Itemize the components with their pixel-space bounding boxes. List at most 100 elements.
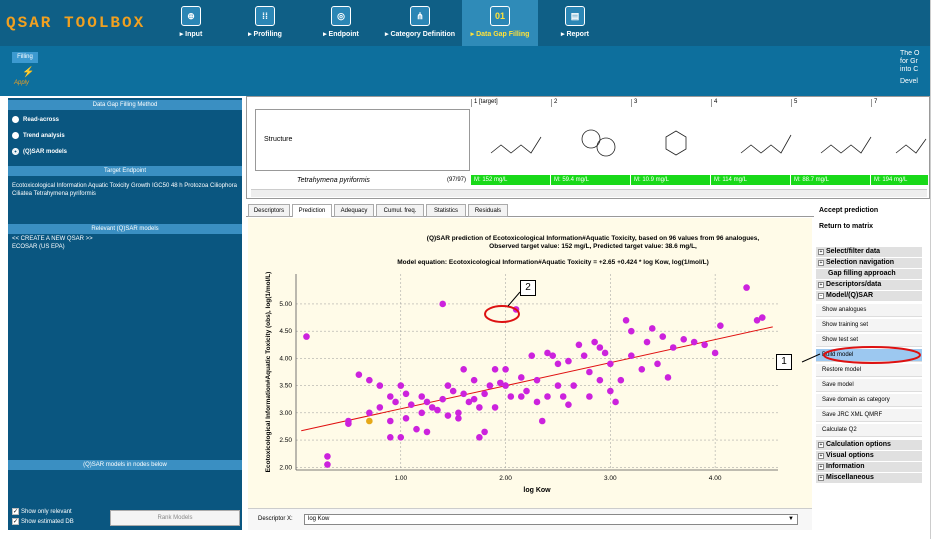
data-point: [517, 393, 525, 400]
structure-3: [665, 130, 687, 156]
nav-input[interactable]: ⊕ ▸ Input: [154, 0, 228, 46]
nav-profiling[interactable]: ⁞⁞ ▸ Profiling: [228, 0, 302, 46]
section-calculation-options[interactable]: + Calculation options: [816, 440, 922, 450]
data-point: [345, 420, 352, 428]
section-descriptors-data[interactable]: + Descriptors/data: [816, 280, 922, 290]
nav-endpoint[interactable]: ◎ ▸ Endpoint: [304, 0, 378, 46]
descriptor-bar: Descriptor X: log Kow ▼: [248, 508, 812, 530]
method-qsar-models[interactable]: (Q)SAR models: [12, 148, 67, 155]
show-analogues-button[interactable]: Show analogues: [816, 304, 922, 317]
y-tick-label: 3.50: [279, 383, 292, 390]
col-header[interactable]: 3: [631, 99, 711, 107]
section-visual-options[interactable]: + Visual options: [816, 451, 922, 461]
data-point: [596, 344, 604, 351]
data-point: [690, 338, 698, 346]
accept-prediction[interactable]: Accept prediction: [819, 207, 879, 214]
tab-cumul-freq[interactable]: Cumul. freq.: [376, 204, 424, 217]
save-model-button[interactable]: Save model: [816, 379, 922, 392]
descriptor-select[interactable]: log Kow ▼: [304, 514, 798, 525]
minus-icon[interactable]: −: [818, 293, 824, 299]
method-read-across[interactable]: Read-across: [12, 116, 59, 123]
plus-icon[interactable]: +: [818, 464, 824, 470]
action-bar: Filling ⚡ Apply The O for Gr into C Deve…: [0, 46, 930, 96]
radio-icon[interactable]: [12, 116, 19, 123]
tab-prediction[interactable]: Prediction: [292, 204, 332, 217]
radio-selected-icon[interactable]: [12, 148, 19, 155]
data-point: [612, 398, 619, 406]
checkbox-checked-icon[interactable]: ✓: [12, 518, 19, 525]
data-point: [418, 409, 426, 417]
col-header[interactable]: 1 [target]: [471, 99, 551, 107]
save-qmrf-button[interactable]: Save JRC XML QMRF: [816, 409, 922, 422]
section-selection-navigation[interactable]: + Selection navigation: [816, 258, 922, 268]
rank-models-button[interactable]: Rank Models: [110, 510, 240, 526]
show-only-relevant[interactable]: ✓ Show only relevant: [12, 508, 72, 516]
model-create-new[interactable]: << CREATE A NEW QSAR >>: [12, 236, 93, 242]
section-select-filter[interactable]: + Select/filter data: [816, 247, 922, 257]
data-point: [455, 409, 462, 417]
plus-icon[interactable]: +: [818, 249, 824, 255]
x-tick-label: 1.00: [394, 475, 407, 482]
plot-title-1: (Q)SAR prediction of Ecotoxicological In…: [427, 235, 760, 242]
tab-adequacy[interactable]: Adequacy: [334, 204, 374, 217]
plus-icon[interactable]: +: [818, 442, 824, 448]
matrix-cell[interactable]: M: 152 mg/L: [471, 175, 551, 185]
data-point: [444, 382, 452, 389]
section-information[interactable]: + Information: [816, 462, 922, 472]
category-icon: ⋔: [410, 6, 430, 26]
plus-icon[interactable]: +: [818, 453, 824, 459]
nav-data-gap-filling[interactable]: 01 ▸ Data Gap Filling: [462, 0, 538, 46]
build-model-button[interactable]: Build model: [816, 349, 922, 362]
data-point: [366, 376, 373, 384]
target-point: [366, 417, 373, 425]
col-header[interactable]: 2: [551, 99, 631, 107]
taxon-count: (97/97): [447, 177, 467, 183]
section-miscellaneous[interactable]: + Miscellaneous: [816, 473, 922, 483]
data-point: [392, 398, 399, 406]
matrix-cell[interactable]: M: 88.7 mg/L: [791, 175, 871, 185]
apply-label[interactable]: Apply: [14, 80, 30, 86]
matrix-cell[interactable]: M: 194 mg/L: [871, 175, 929, 185]
y-tick-label: 2.00: [279, 464, 292, 471]
gap-filling-approach[interactable]: Gap filling approach: [816, 269, 922, 279]
data-point: [502, 382, 509, 389]
section-model-qsar[interactable]: − Model/(Q)SAR: [816, 291, 922, 301]
checkbox-checked-icon[interactable]: ✓: [12, 508, 19, 515]
filling-tab[interactable]: Filling: [12, 52, 38, 63]
window-edge: [930, 0, 942, 539]
col-header[interactable]: 7: [871, 99, 929, 107]
nav-category-definition[interactable]: ⋔ ▸ Category Definition: [378, 0, 462, 46]
plus-icon[interactable]: +: [818, 475, 824, 481]
model-ecosar[interactable]: ECOSAR (US EPA): [12, 244, 65, 250]
tab-residuals[interactable]: Residuals: [468, 204, 508, 217]
apply-icon[interactable]: ⚡: [22, 67, 35, 78]
save-domain-button[interactable]: Save domain as category: [816, 394, 922, 407]
matrix-cell[interactable]: M: 10.9 mg/L: [631, 175, 711, 185]
data-point: [303, 333, 310, 340]
axes: 1.00 2.00 3.00 4.00 2.00 2.50 3.00 3.50 4.00 4.50…: [279, 274, 778, 482]
data-point: [565, 357, 572, 365]
col-header[interactable]: 4: [711, 99, 791, 107]
calculate-q2-button[interactable]: Calculate Q2: [816, 424, 922, 437]
data-point: [397, 382, 405, 389]
matrix-scrollbar[interactable]: [251, 189, 927, 197]
nav-report[interactable]: ▤ ▸ Report: [538, 0, 612, 46]
show-estimated-db[interactable]: ✓ Show estimated DB: [12, 518, 74, 526]
matrix-cell[interactable]: M: 114 mg/L: [711, 175, 791, 185]
tab-statistics[interactable]: Statistics: [426, 204, 466, 217]
tab-descriptors[interactable]: Descriptors: [248, 204, 290, 217]
data-point: [423, 428, 431, 436]
endpoint-icon: ◎: [331, 6, 351, 26]
plus-icon[interactable]: +: [818, 260, 824, 266]
show-training-set-button[interactable]: Show training set: [816, 319, 922, 332]
method-trend-analysis[interactable]: Trend analysis: [12, 132, 65, 139]
return-to-matrix[interactable]: Return to matrix: [819, 223, 874, 230]
matrix-cell[interactable]: M: 59.4 mg/L: [551, 175, 631, 185]
col-header[interactable]: 5: [791, 99, 871, 107]
dropdown-arrow-icon[interactable]: ▼: [788, 516, 794, 522]
radio-icon[interactable]: [12, 132, 19, 139]
restore-model-button[interactable]: Restore model: [816, 364, 922, 377]
data-point: [549, 352, 557, 359]
plus-icon[interactable]: +: [818, 282, 824, 288]
data-point: [701, 341, 708, 349]
